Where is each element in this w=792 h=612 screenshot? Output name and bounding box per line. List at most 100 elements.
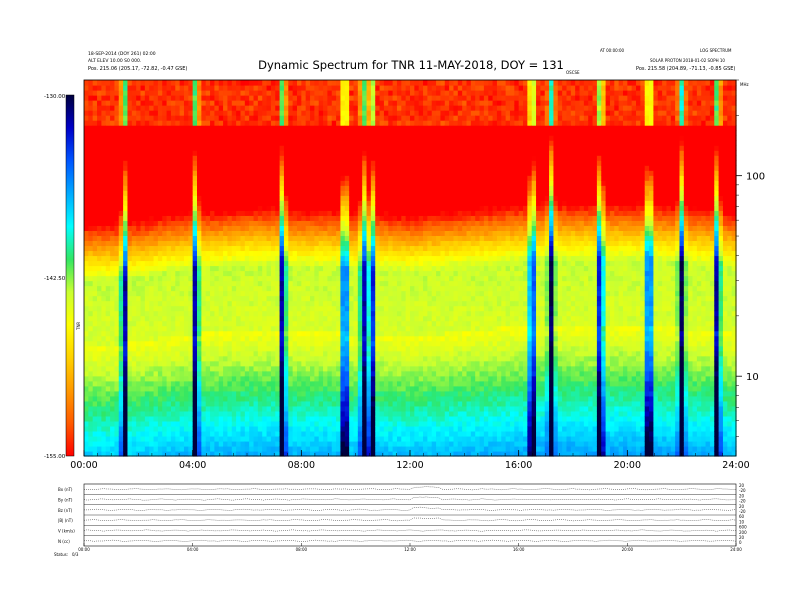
spectrogram-cell (318, 130, 324, 136)
spectrogram-cell (353, 330, 359, 337)
spectrogram-cell (157, 100, 163, 106)
spectrogram-cell (236, 245, 242, 252)
spectrogram-cell (88, 435, 94, 442)
spectrogram-cell (253, 110, 259, 116)
spectrogram-cell (210, 215, 215, 221)
spectrogram-cell (127, 265, 133, 272)
spectrogram-cell (97, 200, 102, 206)
spectrogram-cell (188, 115, 194, 121)
spectrogram-cell (175, 155, 181, 161)
spectrogram-cell (183, 280, 189, 287)
spectrogram-cell (244, 200, 250, 206)
spectrogram-cell (323, 325, 329, 332)
spectrogram-cell (188, 90, 194, 96)
spectrogram-cell (123, 400, 129, 407)
spectrogram-cell (166, 435, 172, 442)
spectrogram-cell (296, 195, 302, 201)
spectrogram-cell (201, 160, 207, 166)
spectrogram-cell (266, 325, 272, 332)
spectrogram-cell (266, 150, 272, 156)
spectrogram-cell (275, 330, 281, 337)
spectrogram-cell (162, 225, 168, 231)
spectrogram-cell (157, 290, 163, 297)
spectrogram-cell (166, 225, 172, 231)
spectrogram-cell (279, 330, 285, 337)
spectrogram-cell (162, 440, 168, 447)
spectrogram-cell (305, 235, 311, 242)
spectrogram-cell (218, 190, 224, 196)
spectrogram-cell (314, 170, 320, 176)
spectrogram-cell (366, 285, 372, 292)
spectrogram-cell (236, 195, 242, 201)
spectrogram-cell (175, 440, 181, 447)
spectrogram-cell (197, 385, 202, 392)
spectrogram-cell (305, 395, 311, 402)
spectrogram-cell (223, 80, 229, 86)
spectrogram-cell (288, 135, 294, 141)
spectrogram-cell (205, 170, 211, 176)
spectrogram-cell (218, 245, 224, 252)
spectrogram-cell (283, 185, 289, 191)
spectrogram-cell (292, 360, 298, 367)
spectrogram-cell (166, 350, 172, 357)
spectrogram-cell (240, 385, 246, 392)
spectrogram-cell (327, 390, 333, 397)
spectrogram-cell (292, 330, 298, 337)
spectrogram-cell (136, 160, 142, 166)
spectrogram-cell (84, 390, 89, 397)
spectrogram-cell (366, 405, 372, 412)
spectrogram-cell (327, 165, 333, 171)
spectrogram-cell (349, 435, 355, 442)
spectrogram-cell (92, 195, 98, 201)
spectrogram-cell (149, 205, 155, 211)
spectrogram-cell (218, 255, 224, 262)
spectrogram-cell (366, 445, 372, 452)
spectrogram-cell (236, 175, 242, 181)
spectrogram-cell (140, 285, 146, 292)
spectrogram-cell (266, 175, 272, 181)
spectrogram-cell (218, 80, 224, 86)
spectrogram-cell (205, 335, 211, 342)
spectrogram-cell (262, 440, 268, 447)
spectrogram-cell (262, 395, 268, 402)
spectrogram-cell (140, 255, 146, 262)
spectrogram-cell (105, 190, 111, 196)
spectrogram-cell (296, 295, 302, 302)
spectrogram-cell (357, 135, 363, 141)
spectrogram-cell (231, 435, 237, 442)
spectrogram-cell (253, 190, 259, 196)
spectrogram-cell (114, 95, 120, 101)
spectrogram-cell (240, 425, 246, 432)
spectrogram-cell (327, 360, 333, 367)
spectrogram-cell (305, 140, 311, 146)
spectrogram-cell (214, 295, 220, 302)
spectrogram-cell (353, 375, 359, 382)
spectrogram-cell (192, 280, 198, 287)
spectrogram-cell (262, 400, 268, 407)
spectrogram-cell (292, 115, 298, 121)
spectrogram-cell (240, 400, 246, 407)
spectrogram-cell (270, 385, 276, 392)
spectrogram-cell (310, 295, 315, 302)
spectrogram-cell (288, 445, 294, 452)
spectrogram-cell (249, 355, 255, 362)
spectrogram-cell (136, 80, 142, 86)
spectrogram-cell (92, 430, 98, 437)
spectrogram-cell (366, 215, 372, 221)
spectrogram-cell (144, 185, 150, 191)
spectrogram-cell (131, 395, 137, 402)
spectrogram-cell (357, 255, 363, 262)
spectrogram-cell (223, 210, 229, 216)
spectrogram-cell (140, 295, 146, 302)
spectrogram-cell (249, 305, 255, 312)
spectrogram-cell (205, 310, 211, 317)
spectrogram-cell (140, 435, 146, 442)
spectrogram-cell (227, 435, 233, 442)
spectrogram-cell (318, 305, 324, 312)
spectrogram-cell (244, 100, 250, 106)
spectrogram-cell (305, 180, 311, 186)
spectrogram-cell (192, 340, 198, 347)
spectrogram-cell (223, 95, 229, 101)
spectrogram-cell (236, 390, 242, 397)
spectrogram-cell (92, 140, 98, 146)
